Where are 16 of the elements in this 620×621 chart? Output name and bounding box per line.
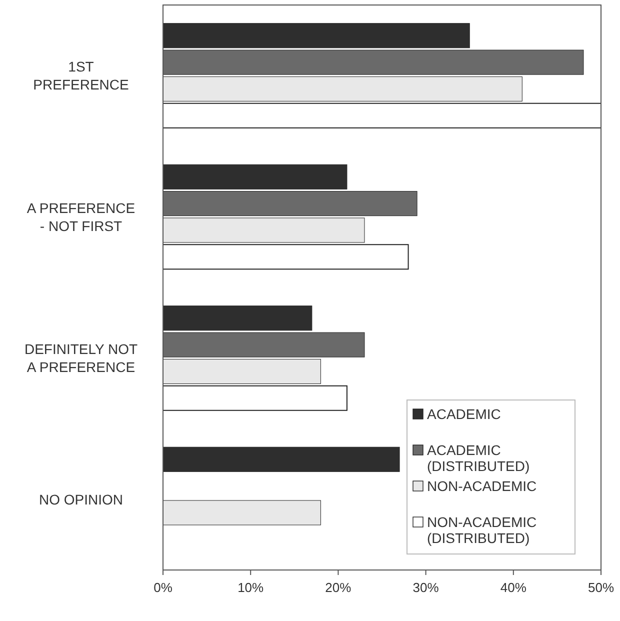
legend-label: NON-ACADEMIC [427, 478, 537, 494]
x-tick-label: 10% [238, 580, 264, 595]
legend-label: NON-ACADEMIC (DISTRIBUTED) [427, 514, 537, 546]
bar [162, 500, 321, 526]
x-tick-label: 40% [500, 580, 527, 595]
x-tick-label: 30% [412, 580, 440, 595]
y-tick-label: DEFINITELY NOT A PREFERENCE [24, 341, 138, 376]
legend-label: ACADEMIC [427, 406, 501, 422]
y-tick-label: NO OPINION [38, 491, 124, 508]
x-tick-label: 50% [588, 580, 614, 595]
bar [162, 446, 400, 472]
x-tick-label: 0% [154, 580, 173, 595]
x-tick-label: 20% [325, 580, 352, 595]
legend-label: ACADEMIC (DISTRIBUTED) [427, 442, 530, 474]
y-tick-label: 1ST PREFERENCE [33, 58, 129, 93]
y-tick-label: A PREFERENCE - NOT FIRST [26, 200, 136, 234]
